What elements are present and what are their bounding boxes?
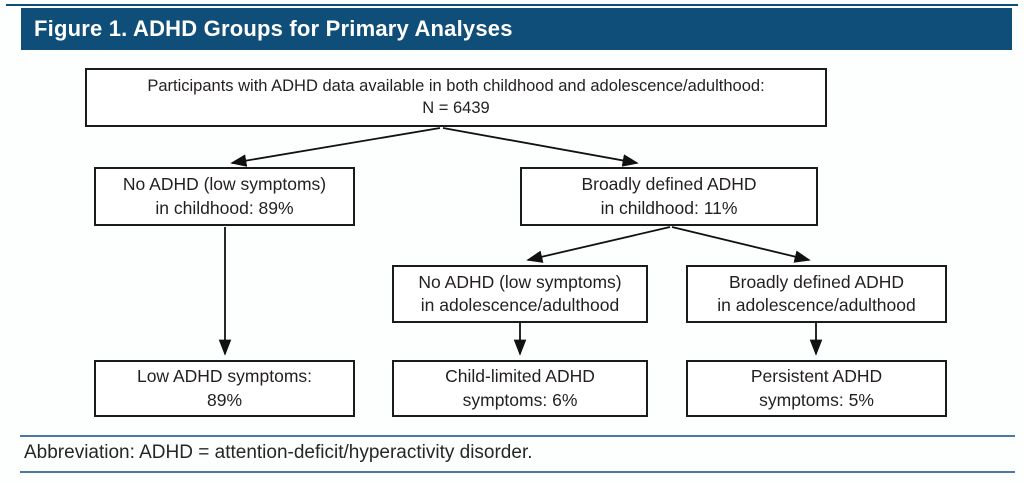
box-low-adhd-symptoms: Low ADHD symptoms: 89% xyxy=(94,360,355,417)
box-text-line1: Broadly defined ADHD xyxy=(728,271,905,292)
box-text-line1: Participants with ADHD data available in… xyxy=(147,76,765,95)
box-persistent-adhd: Persistent ADHD symptoms: 5% xyxy=(686,360,947,417)
arrow-broad-child-to-no-adhd-adulthood xyxy=(526,226,671,263)
abbreviation-note: Abbreviation: ADHD = attention-deficit/h… xyxy=(24,442,533,463)
box-text-line2: 89% xyxy=(206,389,243,410)
box-broad-adhd-adulthood: Broadly defined ADHD in adolescence/adul… xyxy=(686,265,947,323)
box-text-line2: symptoms: 5% xyxy=(759,389,874,410)
arrow-root-to-broad-adhd-childhood xyxy=(442,127,639,167)
box-text-line1: Child-limited ADHD xyxy=(445,366,595,387)
box-text-line1: Persistent ADHD xyxy=(750,366,883,387)
figure-title: Figure 1. ADHD Groups for Primary Analys… xyxy=(34,16,513,41)
box-no-adhd-childhood: No ADHD (low symptoms) in childhood: 89% xyxy=(94,167,355,226)
box-text-line2: N = 6439 xyxy=(422,98,490,117)
box-text-line1: Low ADHD symptoms: xyxy=(136,366,313,387)
box-text-line2: in adolescence/adulthood xyxy=(420,295,620,315)
figure-title-bar: Figure 1. ADHD Groups for Primary Analys… xyxy=(21,8,1012,50)
box-text-line2: symptoms: 6% xyxy=(462,389,578,410)
box-text-line1: No ADHD (low symptoms) xyxy=(122,174,327,195)
box-no-adhd-adulthood: No ADHD (low symptoms) in adolescence/ad… xyxy=(392,265,648,323)
top-rule xyxy=(6,4,1018,6)
footer-rule-lower xyxy=(20,471,1015,473)
box-broad-adhd-childhood: Broadly defined ADHD in childhood: 11% xyxy=(520,167,818,226)
arrow-root-to-no-adhd-childhood xyxy=(230,127,441,167)
box-text-line1: Broadly defined ADHD xyxy=(581,174,757,195)
box-text-line2: in adolescence/adulthood xyxy=(717,295,916,315)
box-text-line2: in childhood: 89% xyxy=(155,197,294,218)
footer-rule-upper xyxy=(20,435,1015,437)
arrow-broad-child-to-broad-adhd-adulthood xyxy=(671,226,811,263)
box-text-line2: in childhood: 11% xyxy=(600,197,738,218)
box-text-line1: No ADHD (low symptoms) xyxy=(418,271,622,292)
box-participants-root: Participants with ADHD data available in… xyxy=(85,68,827,127)
box-child-limited-adhd: Child-limited ADHD symptoms: 6% xyxy=(392,360,648,417)
